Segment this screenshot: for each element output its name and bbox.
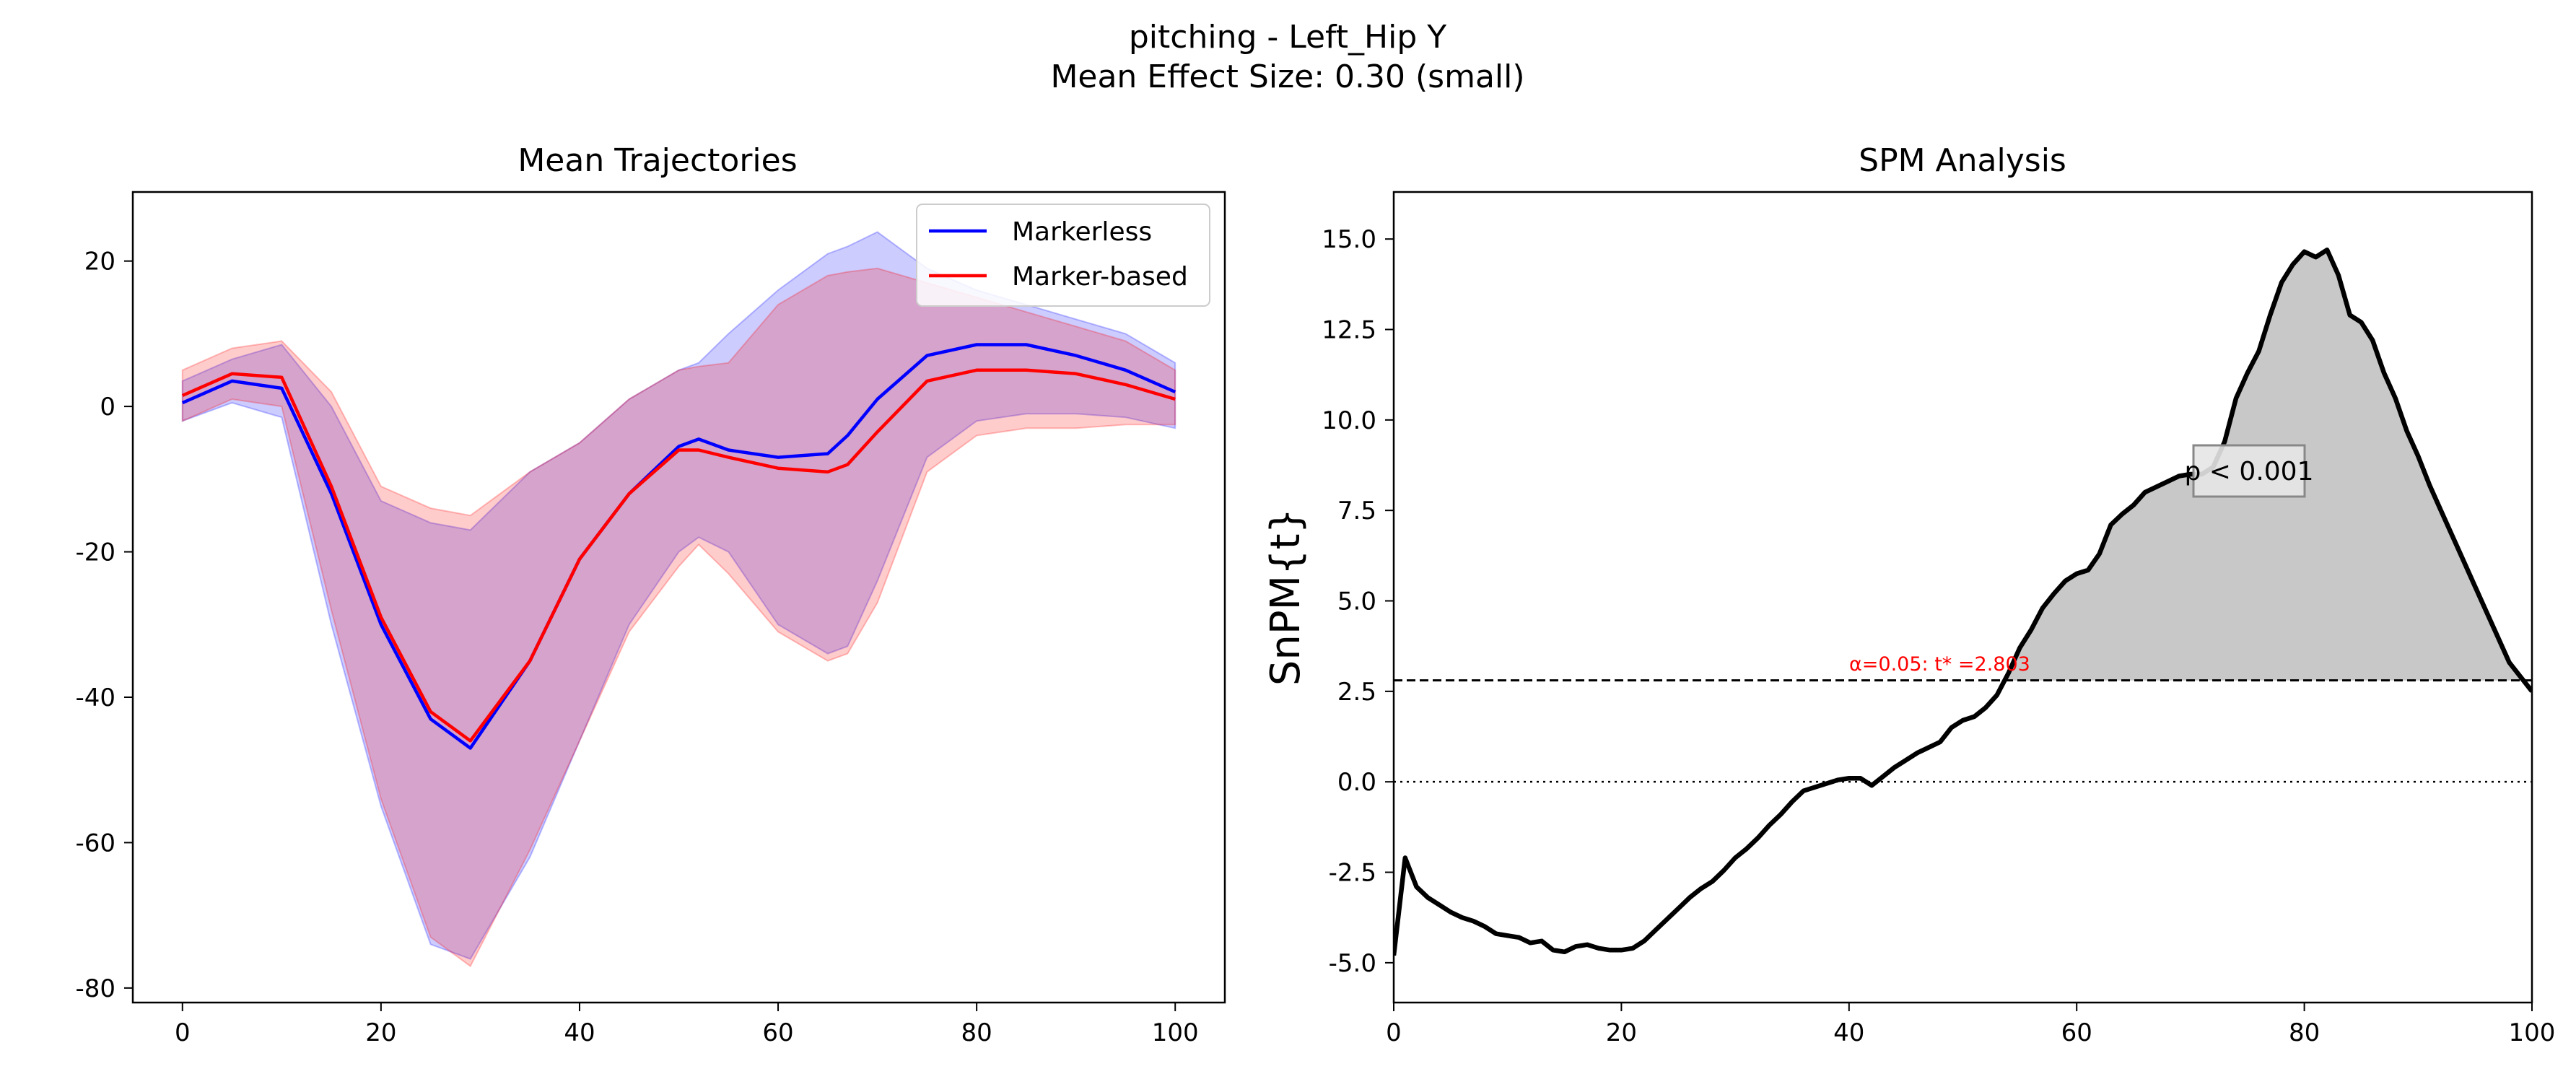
y-tick-label: 10.0 [1322,406,1376,435]
spm-title: SPM Analysis [1859,142,2066,179]
x-tick-label: 40 [1833,1018,1864,1047]
trajectories-legend: Markerless Marker-based [916,204,1210,307]
legend-box [916,204,1210,307]
trajectories-panel: Mean Trajectories 0 20 40 60 80 100 -80 -60 -40… [75,142,1226,1047]
y-tick-label: 5.0 [1337,588,1376,616]
legend-label-markerless: Markerless [1012,217,1152,247]
spm-panel: SPM Analysis SnPM{t} 0 20 40 60 80 100 -5.0 -2… [1262,142,2555,1047]
x-tick-label: 60 [762,1018,793,1047]
x-tick-label: 0 [175,1018,191,1047]
y-tick-label: 15.0 [1322,225,1376,254]
y-tick-label: 0 [100,393,115,422]
x-tick-label: 40 [564,1018,595,1047]
spm-statistic-line [1394,247,2532,956]
y-tick-label: -20 [75,538,115,567]
x-tick-label: 100 [1152,1018,1199,1047]
x-tick-label: 20 [1606,1018,1637,1047]
series-line-markerless [181,343,1176,750]
figure-suptitle-line2: Mean Effect Size: 0.30 (small) [1050,58,1524,95]
figure-suptitle-line1: pitching - Left_Hip Y [1129,19,1446,56]
y-tick-label: 20 [84,248,115,276]
y-tick-label: 7.5 [1337,497,1376,525]
trajectories-title: Mean Trajectories [518,142,797,179]
y-tick-label: -40 [75,684,115,712]
y-tick-label: -2.5 [1329,859,1376,888]
spm-y-axis-label: SnPM{t} [1262,508,1309,686]
x-tick-label: 100 [2509,1018,2556,1047]
series-line-marker-based [181,368,1176,743]
y-tick-label: 12.5 [1322,316,1376,345]
trajectories-axes-frame [131,191,1226,1004]
x-tick-label: 0 [1386,1018,1402,1047]
spm-threshold-label: α=0.05: t* =2.803 [1849,653,2030,676]
y-tick-label: -60 [75,829,115,857]
y-tick-label: 2.5 [1337,678,1376,707]
spm-axes-frame [1392,191,2533,1004]
x-tick-label: 80 [961,1018,992,1047]
y-tick-label: -5.0 [1329,949,1376,978]
x-tick-label: 60 [2061,1018,2092,1047]
y-tick-label: -80 [75,974,115,1003]
p-value-text: p < 0.001 [2185,457,2314,486]
y-tick-label: 0.0 [1337,768,1376,797]
x-tick-label: 20 [365,1018,396,1047]
x-tick-label: 80 [2289,1018,2320,1047]
legend-label-marker-based: Marker-based [1012,262,1188,292]
band-marker-based [181,267,1176,968]
p-value-box [2192,444,2306,498]
band-markerless [181,231,1176,960]
spm-p-value-annotation: p < 0.001 [2185,444,2314,498]
